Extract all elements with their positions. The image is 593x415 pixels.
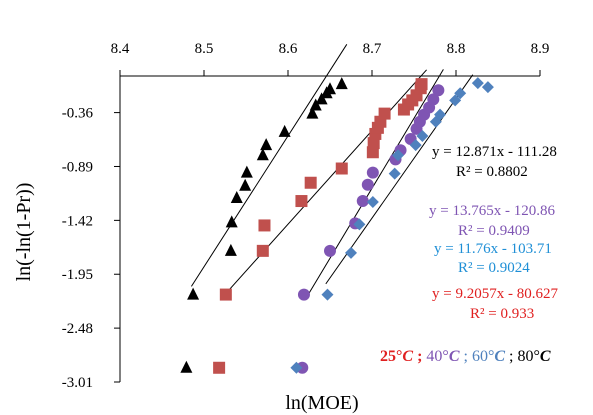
r-squared-s25: R² = 0.933	[470, 306, 534, 322]
trendline-s40	[304, 69, 444, 301]
point-s25	[367, 137, 380, 150]
point-s40	[297, 288, 310, 301]
equation-s60: y = 11.76x - 103.71	[434, 241, 552, 257]
legend-segment: ;	[505, 348, 517, 365]
point-s80	[239, 178, 252, 191]
point-s80	[309, 98, 322, 111]
point-s80	[180, 360, 193, 373]
point-s60	[481, 81, 494, 94]
point-s60	[409, 139, 422, 152]
legend-segment: C	[402, 348, 413, 365]
point-s25	[371, 121, 384, 134]
point-s80	[240, 165, 253, 178]
y-tick-label: -3.01	[62, 375, 93, 391]
equation-s25: y = 9.2057x - 80.627	[432, 286, 558, 302]
point-s25	[256, 244, 269, 257]
point-s40	[427, 93, 440, 106]
annotations: y = 12.871x - 111.28 R² = 0.8802 y = 13.76…	[380, 144, 558, 365]
point-s60	[366, 196, 379, 209]
point-s60	[454, 87, 467, 100]
r-squared-s80: R² = 0.8802	[456, 164, 528, 180]
r-squared-s40: R² = 0.9409	[458, 223, 530, 239]
legend-segment: 80°	[517, 348, 539, 365]
point-s80	[187, 287, 200, 300]
point-s60	[345, 246, 357, 259]
data-points	[180, 77, 494, 374]
legend-segment: C	[449, 348, 460, 365]
axes: 8.4 8.5 8.6 8.7 8.8 8.9 -0.36 -0.89 -1.42 -1.95 -2…	[13, 41, 549, 414]
point-s60	[321, 288, 334, 301]
trendlines	[190, 44, 474, 301]
point-s80	[260, 138, 273, 151]
point-s60	[434, 108, 447, 121]
legend-segment: ;	[413, 348, 426, 365]
point-s60	[290, 361, 303, 374]
legend-segment: C	[540, 348, 551, 365]
point-s80	[306, 106, 319, 119]
y-tick-label: -1.95	[62, 267, 93, 283]
legend-segment: ;	[459, 348, 471, 365]
y-tick-label: -0.89	[62, 159, 93, 175]
r-squared-s60: R² = 0.9024	[458, 260, 530, 276]
point-s25	[295, 195, 308, 208]
point-s80	[324, 82, 336, 95]
point-s40	[361, 178, 374, 191]
equation-s80: y = 12.871x - 111.28	[432, 144, 557, 160]
point-s25	[258, 219, 271, 232]
x-tick-label: 8.8	[447, 41, 466, 57]
point-s25	[415, 78, 428, 91]
point-s40	[432, 84, 445, 97]
point-s60	[471, 77, 484, 90]
legend-segment: 60°	[472, 348, 494, 365]
point-s80	[335, 77, 348, 90]
y-tick-label: -1.42	[62, 213, 93, 229]
y-axis-title: ln(-ln(1-Pr))	[13, 183, 35, 282]
point-s25	[335, 162, 348, 175]
point-s25	[369, 127, 382, 140]
point-s80	[256, 148, 269, 161]
point-s40	[366, 166, 379, 179]
point-s40	[356, 195, 369, 208]
x-tick-label: 8.5	[195, 41, 214, 57]
point-s25	[304, 176, 317, 189]
point-s80	[315, 92, 328, 105]
point-s60	[388, 167, 401, 180]
point-s60	[353, 218, 366, 231]
temperature-legend: 25°C ; 40°C ; 60°C ; 80°C	[380, 348, 551, 365]
trendline-s80	[190, 44, 348, 287]
y-tick-label: -2.48	[62, 321, 93, 337]
point-s60	[392, 149, 405, 162]
x-axis-title: ln(MOE)	[285, 392, 358, 414]
legend-segment: 25°	[380, 348, 402, 365]
point-s25	[366, 146, 379, 159]
x-tick-label: 8.9	[531, 41, 550, 57]
y-tick-label: -0.36	[62, 106, 94, 122]
point-s80	[230, 190, 243, 203]
point-s25	[378, 107, 391, 120]
x-tick-label: 8.6	[279, 41, 298, 57]
equation-s40: y = 13.765x - 120.86	[429, 203, 555, 219]
legend-segment: 40°	[426, 348, 448, 365]
point-s80	[224, 243, 237, 256]
point-s60	[416, 129, 429, 142]
legend-segment: C	[494, 348, 505, 365]
point-s40	[324, 244, 336, 257]
point-s60	[449, 94, 462, 107]
point-s80	[225, 215, 238, 228]
point-s25	[219, 288, 232, 301]
point-s80	[278, 124, 291, 137]
x-tick-label: 8.4	[111, 41, 130, 57]
point-s25	[213, 361, 226, 374]
x-tick-label: 8.7	[363, 41, 382, 57]
trendline-s25	[224, 69, 427, 295]
